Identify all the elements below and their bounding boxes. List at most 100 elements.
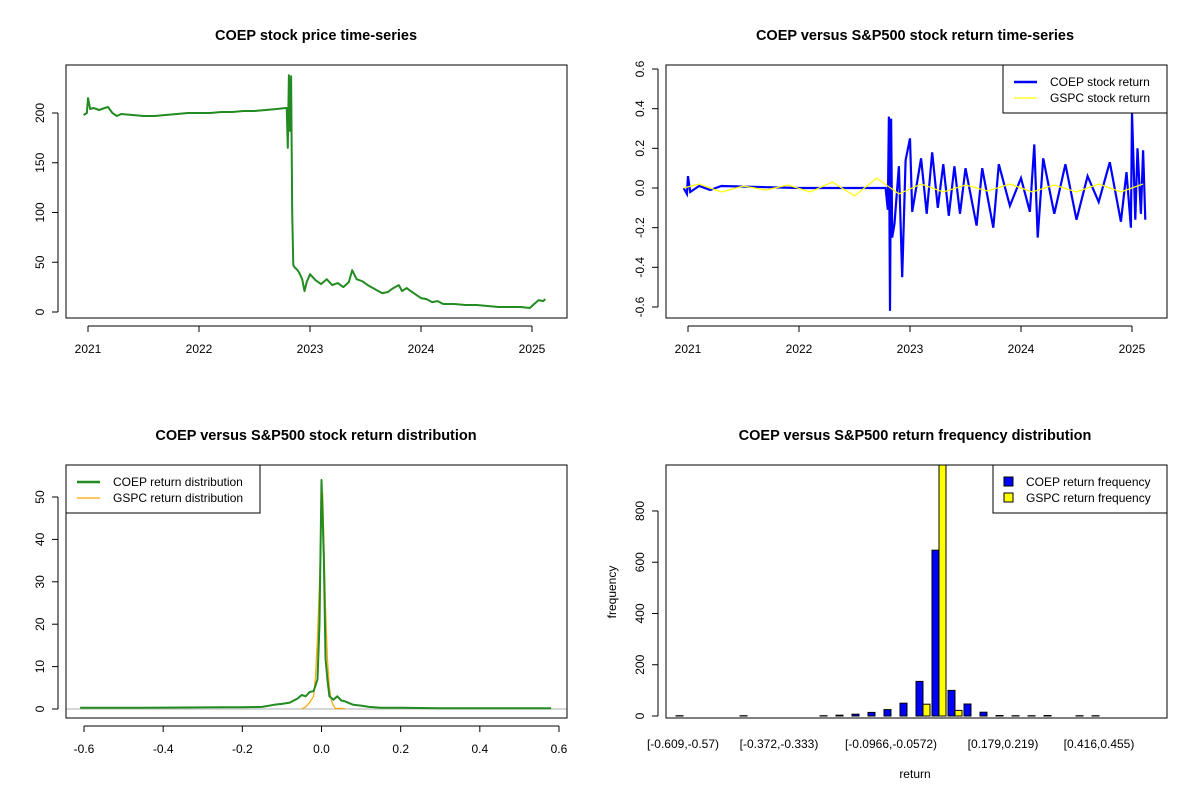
density-legend: COEP return distribution GSPC return dis… — [65, 464, 261, 514]
returns-y-tick-label: -0.6 — [633, 296, 647, 317]
returns-y-tick-label: 0.0 — [633, 179, 647, 196]
density-y-tick-label: 0 — [33, 705, 47, 712]
price-y-tick-label: 200 — [33, 103, 47, 123]
histogram-legend-box — [992, 464, 1168, 514]
coep-frequency-bar — [931, 549, 940, 717]
coep-frequency-bar — [915, 680, 924, 717]
density-y-tick-label: 20 — [33, 617, 47, 631]
density-y-tick-label: 10 — [33, 660, 47, 674]
density-x-tick-label: 0.6 — [551, 742, 568, 756]
gspc-return-line — [683, 177, 1144, 197]
histogram-plot-area — [675, 465, 1100, 717]
density-y-tick-label: 50 — [33, 490, 47, 504]
density-y-tick-label: 40 — [33, 532, 47, 546]
price-chart-title: COEP stock price time-series — [215, 28, 417, 44]
price-y-tick-label: 0 — [33, 308, 47, 315]
legend-label-gspc-distribution: GSPC return distribution — [113, 491, 243, 505]
histogram-axes: [-0.609,-0.57) [-0.372,-0.333) [-0.0966,-0… — [633, 501, 1134, 751]
price-x-tick-label: 2023 — [297, 342, 324, 356]
returns-chart-title: COEP versus S&P500 stock return time-ser… — [756, 28, 1074, 44]
histogram-chart-panel: COEP versus S&P500 return frequency dist… — [605, 428, 1168, 781]
histogram-x-tick-label: [-0.372,-0.333) — [740, 737, 819, 751]
coep-density-line — [80, 479, 552, 710]
coep-frequency-bar — [835, 714, 844, 717]
returns-y-tick-label: 0.4 — [633, 100, 647, 117]
coep-frequency-bar — [947, 689, 956, 717]
histogram-legend: COEP return frequency GSPC return freque… — [992, 464, 1168, 514]
coep-frequency-bar — [979, 711, 988, 717]
density-chart-title: COEP versus S&P500 stock return distribu… — [155, 428, 476, 444]
density-x-tick-label: 0.4 — [471, 742, 488, 756]
legend-label-gspc-return: GSPC stock return — [1050, 91, 1150, 105]
coep-frequency-bar — [899, 702, 908, 717]
returns-chart-panel: COEP versus S&P500 stock return time-ser… — [633, 28, 1168, 356]
density-y-tick-label: 30 — [33, 575, 47, 589]
price-x-tick-label: 2025 — [519, 342, 546, 356]
histogram-x-tick-label: [-0.609,-0.57) — [647, 737, 719, 751]
density-axes: -0.6 -0.4 -0.2 0.0 0.2 0.4 0.6 0 10 20 30 40 50 — [33, 490, 568, 756]
coep-frequency-bar — [1043, 715, 1052, 717]
price-y-tick-label: 50 — [33, 255, 47, 269]
histogram-y-tick-label: 400 — [633, 603, 647, 623]
price-chart-panel: COEP stock price time-series 2021 2022 202… — [33, 28, 568, 356]
density-x-tick-label: -0.6 — [74, 742, 95, 756]
returns-legend: COEP stock return GSPC stock return — [1002, 64, 1168, 114]
legend-label-gspc-frequency: GSPC return frequency — [1026, 491, 1151, 505]
legend-swatch-gspc-frequency — [1003, 492, 1014, 503]
returns-y-tick-label: -0.2 — [633, 217, 647, 238]
returns-y-tick-label: -0.4 — [633, 257, 647, 278]
coep-frequency-bar — [995, 715, 1004, 717]
histogram-x-tick-label: [0.416,0.455) — [1064, 737, 1135, 751]
histogram-y-axis-label: frequency — [605, 566, 619, 619]
gspc-frequency-bar — [922, 703, 931, 717]
returns-x-tick-label: 2025 — [1119, 342, 1146, 356]
price-x-tick-label: 2021 — [75, 342, 102, 356]
price-axes: 2021 2022 2023 2024 2025 0 50 100 150 200 — [33, 103, 546, 356]
price-y-tick-label: 100 — [33, 202, 47, 222]
coep-frequency-bar — [883, 709, 892, 717]
price-y-tick-label: 150 — [33, 152, 47, 172]
coep-return-line — [682, 112, 1147, 311]
density-x-tick-label: 0.0 — [313, 742, 330, 756]
histogram-y-tick-label: 200 — [633, 654, 647, 674]
coep-frequency-bar — [851, 713, 860, 717]
density-legend-box — [65, 464, 261, 514]
price-plot-area — [83, 74, 546, 309]
histogram-chart-title: COEP versus S&P500 return frequency dist… — [739, 428, 1092, 444]
histogram-x-tick-label: [0.179,0.219) — [968, 737, 1039, 751]
density-x-tick-label: -0.4 — [153, 742, 174, 756]
returns-x-tick-label: 2021 — [675, 342, 702, 356]
price-plot-frame — [65, 64, 568, 319]
histogram-y-tick-label: 800 — [633, 501, 647, 521]
returns-y-tick-label: 0.2 — [633, 140, 647, 157]
legend-swatch-coep-frequency — [1003, 476, 1014, 487]
returns-axes: 2021 2022 2023 2024 2025 -0.6 -0.4 -0.2 0.0 0.2 0.… — [633, 60, 1146, 356]
legend-label-coep-frequency: COEP return frequency — [1026, 475, 1151, 489]
histogram-y-tick-label: 0 — [633, 712, 647, 719]
histogram-x-axis-label: return — [899, 767, 930, 781]
gspc-frequency-bar — [938, 465, 947, 717]
returns-y-tick-label: 0.6 — [633, 60, 647, 77]
returns-x-tick-label: 2022 — [786, 342, 813, 356]
density-x-tick-label: 0.2 — [392, 742, 409, 756]
gspc-frequency-bar — [954, 709, 963, 717]
legend-label-coep-distribution: COEP return distribution — [113, 475, 243, 489]
price-x-tick-label: 2024 — [408, 342, 435, 356]
histogram-plot-frame — [665, 464, 1168, 719]
returns-plot-frame — [665, 64, 1168, 319]
density-plot-frame — [65, 464, 568, 719]
coep-frequency-bar — [867, 711, 876, 717]
density-chart-panel: COEP versus S&P500 stock return distribu… — [33, 428, 568, 756]
coep-price-line — [83, 74, 546, 309]
legend-label-coep-return: COEP stock return — [1050, 75, 1150, 89]
density-plot-area — [66, 479, 567, 710]
returns-plot-area — [682, 112, 1147, 311]
density-x-tick-label: -0.2 — [232, 742, 253, 756]
returns-x-tick-label: 2023 — [897, 342, 924, 356]
histogram-y-tick-label: 600 — [633, 552, 647, 572]
returns-x-tick-label: 2024 — [1008, 342, 1035, 356]
price-x-tick-label: 2022 — [186, 342, 213, 356]
histogram-x-tick-label: [-0.0966,-0.0572) — [845, 737, 937, 751]
coep-frequency-bar — [963, 703, 972, 717]
